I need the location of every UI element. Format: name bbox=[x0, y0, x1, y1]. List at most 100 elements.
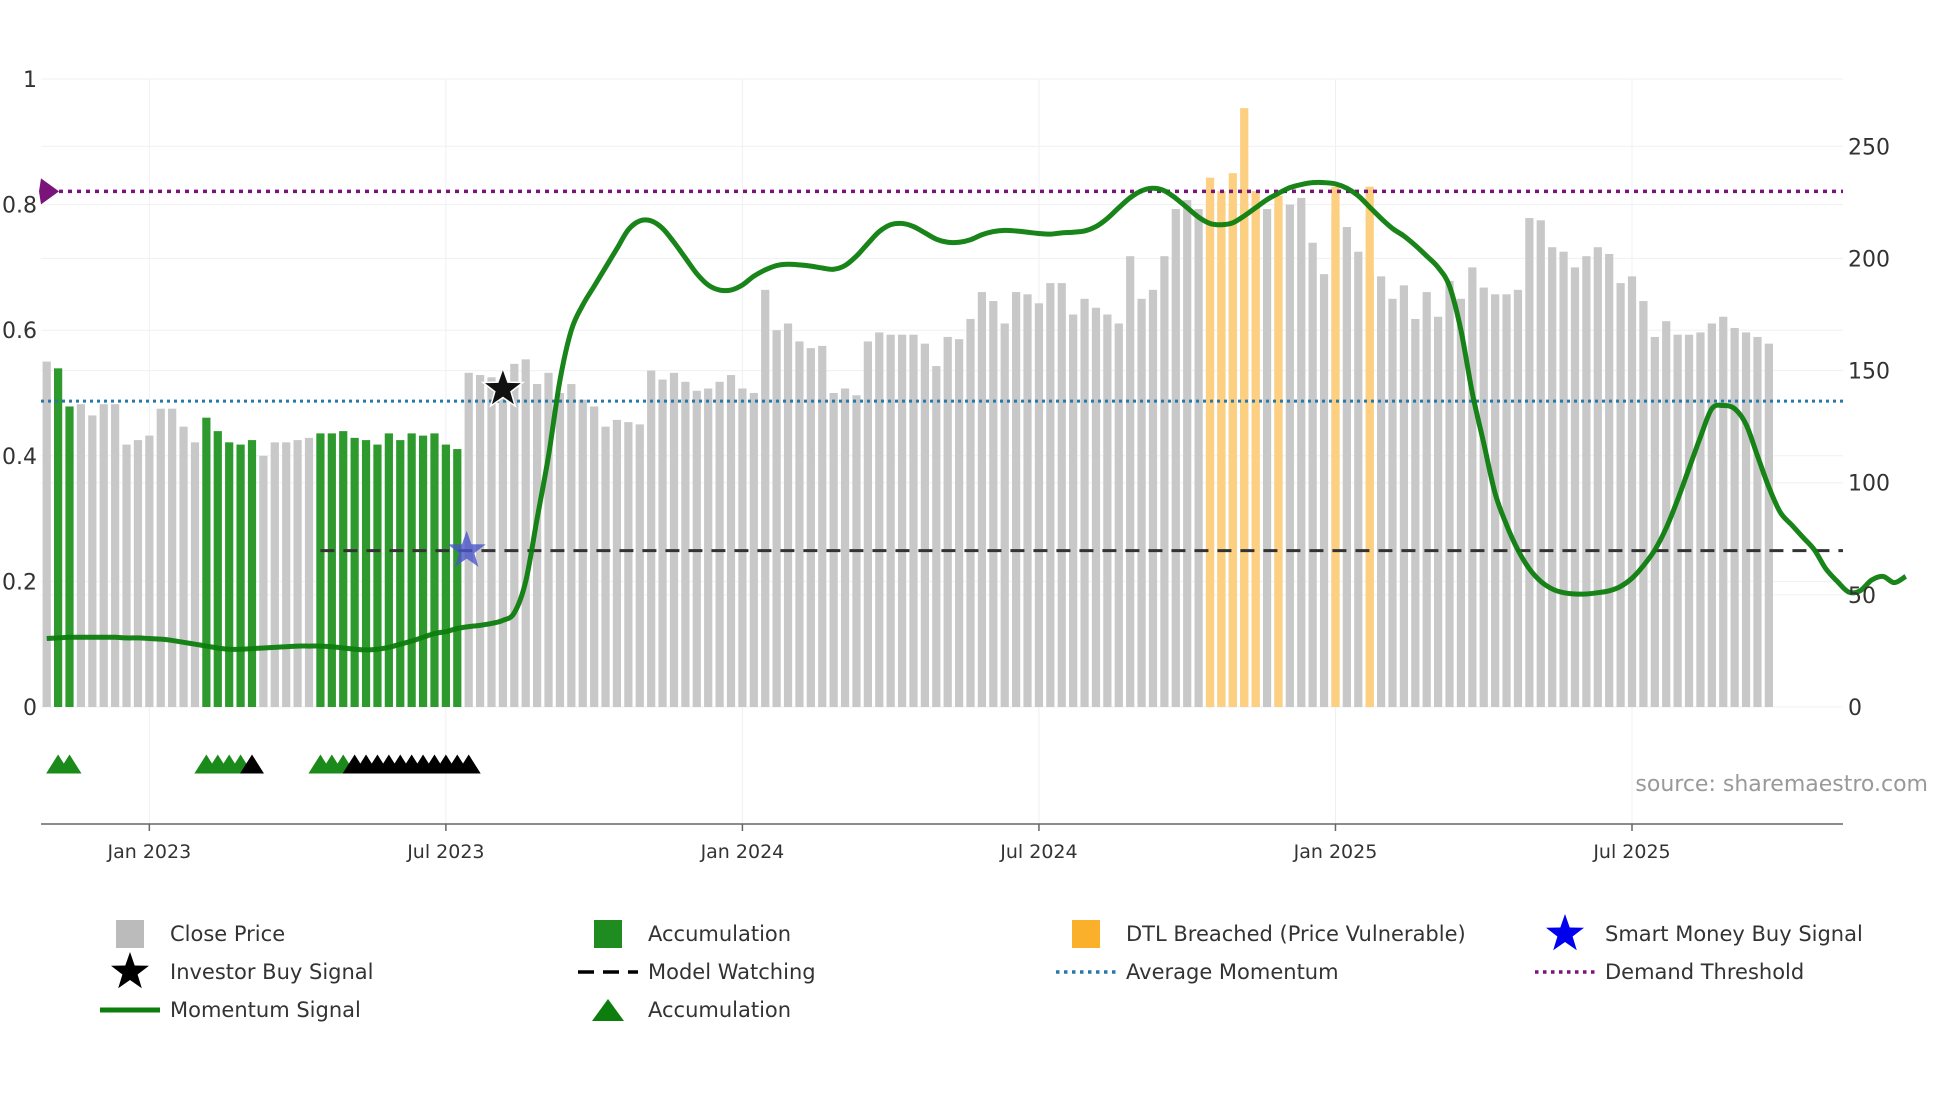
legend-label: Demand Threshold bbox=[1605, 960, 1804, 984]
close-price-bar bbox=[1297, 197, 1306, 707]
legend-triangle-marker bbox=[592, 999, 624, 1021]
close-price-bar bbox=[1388, 298, 1397, 707]
close-price-bar bbox=[487, 377, 496, 707]
close-price-bar bbox=[1376, 276, 1386, 707]
close-price-bar bbox=[498, 386, 508, 707]
close-price-bar bbox=[1719, 316, 1728, 707]
x-tick-label: Jul 2025 bbox=[1592, 841, 1670, 863]
x-tick-label: Jul 2023 bbox=[406, 841, 484, 863]
close-price-bar bbox=[475, 375, 485, 707]
legend-label: Momentum Signal bbox=[170, 998, 361, 1022]
momentum-signal-line bbox=[46, 179, 1908, 653]
dtl-breached-bar bbox=[1331, 186, 1340, 707]
dtl-breached-bar bbox=[1365, 186, 1374, 707]
close-price-bar bbox=[99, 404, 108, 707]
close-price-bar bbox=[1000, 323, 1009, 707]
close-price-bar bbox=[42, 361, 51, 707]
close-price-bar bbox=[1741, 332, 1751, 707]
legend-label: Model Watching bbox=[648, 960, 816, 984]
y-right-tick-label: 250 bbox=[1848, 135, 1890, 160]
close-price-bar bbox=[840, 388, 850, 707]
source-label: source: sharemaestro.com bbox=[1635, 772, 1928, 797]
y-left-tick-label: 0.2 bbox=[2, 570, 37, 595]
close-price-bar bbox=[145, 435, 154, 707]
close-price-bar bbox=[1342, 227, 1351, 707]
close-price-bar bbox=[1399, 285, 1409, 707]
accumulation-bar bbox=[327, 433, 336, 707]
demand-threshold-marker bbox=[39, 178, 59, 205]
close-price-bar bbox=[715, 381, 724, 707]
close-price-bar bbox=[1627, 276, 1637, 707]
close-price-bar bbox=[783, 323, 793, 707]
dtl-breached-bar bbox=[1240, 108, 1249, 707]
x-tick-label: Jan 2023 bbox=[107, 841, 192, 863]
close-price-bar bbox=[1605, 253, 1614, 707]
legend-label: Accumulation bbox=[648, 922, 791, 946]
y-right-tick-label: 100 bbox=[1848, 472, 1890, 497]
accumulation-bar bbox=[384, 433, 393, 707]
legend-label: Investor Buy Signal bbox=[170, 960, 374, 984]
close-price-bar bbox=[909, 334, 918, 707]
y-left-tick-label: 0.4 bbox=[2, 445, 37, 470]
close-price-bar bbox=[1262, 209, 1272, 708]
close-price-bar bbox=[1525, 218, 1534, 708]
legend-star-marker bbox=[1546, 914, 1584, 951]
close-price-bar bbox=[1434, 316, 1443, 707]
signal-markers bbox=[46, 365, 526, 774]
accumulation-bar bbox=[361, 440, 371, 707]
close-price-bar bbox=[897, 334, 907, 707]
y-right-tick-label: 200 bbox=[1848, 247, 1890, 272]
legend-square-marker bbox=[116, 920, 144, 948]
close-price-bar bbox=[635, 424, 644, 707]
accumulation-bar bbox=[373, 444, 382, 707]
close-price-bar bbox=[624, 422, 633, 707]
accumulation-bar bbox=[213, 431, 222, 707]
y-right-tick-label: 0 bbox=[1848, 696, 1862, 721]
close-price-bar bbox=[658, 379, 667, 707]
close-price-bar bbox=[156, 408, 165, 707]
close-price-bar bbox=[1593, 247, 1602, 707]
accumulation-bar bbox=[339, 431, 348, 707]
close-price-bar bbox=[1148, 289, 1158, 707]
close-price-bar bbox=[1069, 314, 1078, 707]
close-price-bar bbox=[669, 372, 679, 707]
close-price-bar bbox=[1034, 303, 1044, 707]
close-price-bar bbox=[510, 363, 519, 707]
close-price-bar bbox=[966, 318, 975, 707]
close-price-bar bbox=[989, 301, 998, 707]
reference-lines bbox=[39, 178, 1843, 553]
close-price-bar bbox=[304, 437, 314, 707]
legend-label: Close Price bbox=[170, 922, 285, 946]
close-price-bar bbox=[1308, 242, 1317, 707]
close-price-bar bbox=[772, 330, 781, 707]
accumulation-bar bbox=[54, 368, 63, 707]
close-price-bar bbox=[601, 426, 610, 707]
close-price-bar bbox=[270, 442, 279, 707]
accumulation-bar bbox=[396, 440, 405, 707]
close-price-bar bbox=[1730, 327, 1739, 707]
close-price-bar bbox=[977, 292, 987, 707]
accumulation-triangle-black bbox=[239, 754, 264, 774]
close-price-bar bbox=[612, 419, 622, 707]
close-price-bar bbox=[1183, 200, 1192, 707]
close-price-bar bbox=[886, 334, 895, 707]
close-price-bar bbox=[749, 393, 758, 707]
x-tick-label: Jul 2024 bbox=[999, 841, 1077, 863]
legend-label: DTL Breached (Price Vulnerable) bbox=[1126, 922, 1466, 946]
close-price-bar bbox=[282, 442, 291, 707]
close-price-bar bbox=[1662, 321, 1671, 707]
dtl-breached-bar bbox=[1251, 191, 1260, 708]
close-price-bar bbox=[920, 343, 929, 707]
x-tick-label: Jan 2024 bbox=[700, 841, 785, 863]
close-price-bar bbox=[863, 341, 872, 707]
close-price-bar bbox=[1513, 289, 1523, 707]
dtl-breached-bar bbox=[1205, 177, 1215, 707]
close-price-bar bbox=[647, 370, 656, 707]
close-price-bar bbox=[544, 372, 553, 707]
close-price-bar bbox=[293, 440, 302, 707]
accumulation-bar bbox=[350, 437, 359, 707]
close-price-bar bbox=[179, 426, 188, 707]
close-price-bar bbox=[1456, 298, 1466, 707]
close-price-bars bbox=[42, 108, 1773, 708]
close-price-bar bbox=[1673, 334, 1682, 707]
